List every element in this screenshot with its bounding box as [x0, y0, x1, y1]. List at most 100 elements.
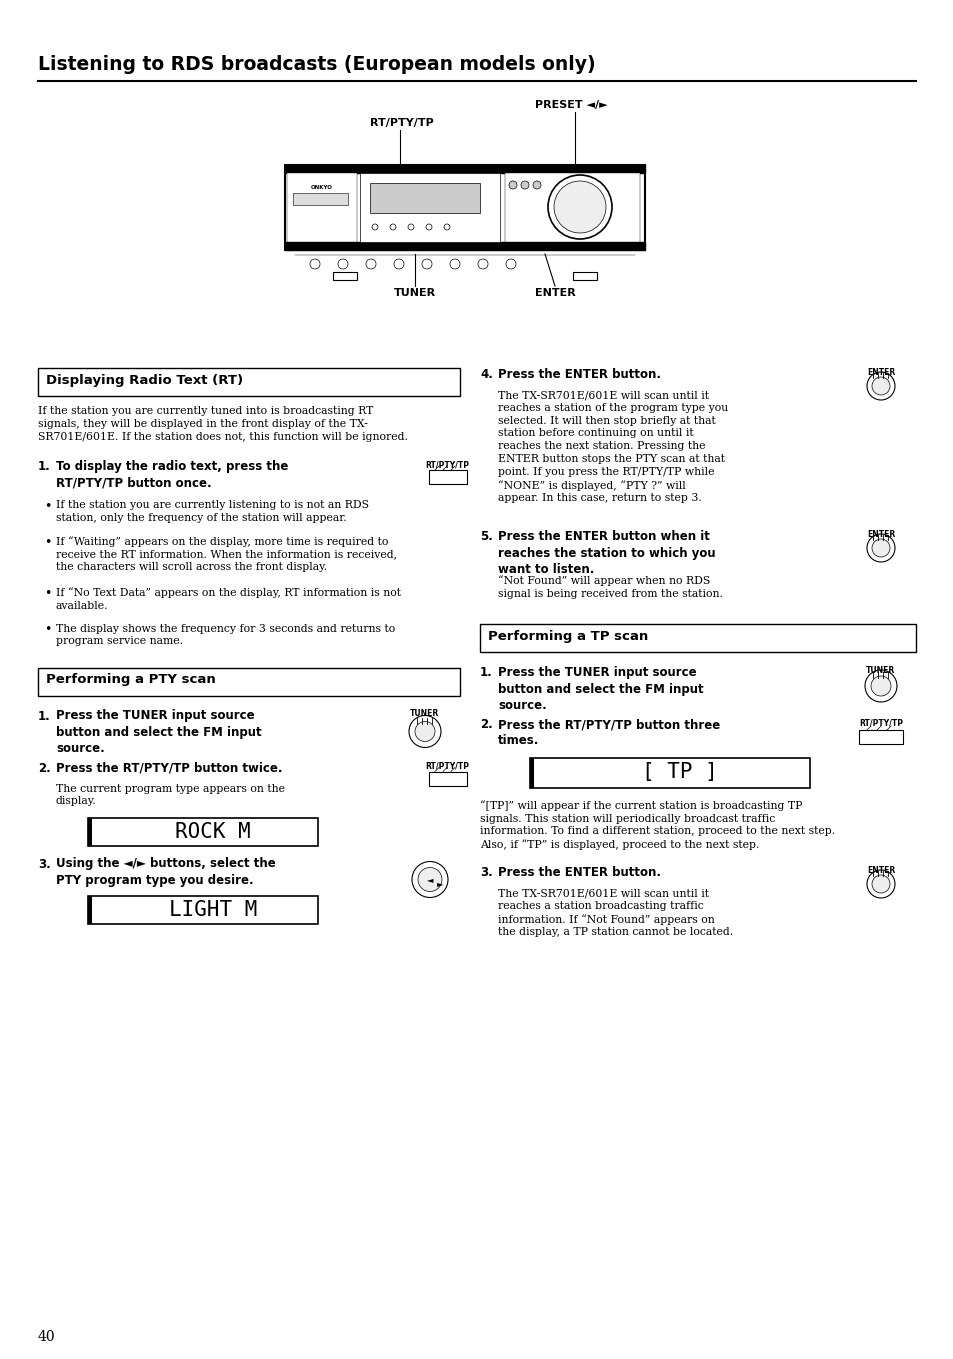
Text: 1.: 1.	[479, 666, 493, 680]
Text: PRESET ◄/►: PRESET ◄/►	[535, 101, 607, 110]
Bar	[370, 183, 479, 213]
Circle shape	[477, 260, 488, 269]
Text: “[TP]” will appear if the current station is broadcasting TP
signals. This stati: “[TP]” will appear if the current statio…	[479, 800, 834, 851]
Text: ENTER: ENTER	[534, 288, 575, 298]
Bar	[287, 173, 356, 242]
Circle shape	[390, 224, 395, 230]
Text: TUNER: TUNER	[394, 288, 436, 298]
Circle shape	[421, 260, 432, 269]
Circle shape	[310, 260, 319, 269]
Text: Listening to RDS broadcasts (European models only): Listening to RDS broadcasts (European mo…	[38, 54, 595, 73]
Text: If the station you are currently tuned into is broadcasting RT
signals, they wil: If the station you are currently tuned i…	[38, 406, 408, 442]
Text: Using the ◄/► buttons, select the
PTY program type you desire.: Using the ◄/► buttons, select the PTY pr…	[56, 858, 275, 887]
Text: •: •	[44, 624, 51, 636]
Text: If “No Text Data” appears on the display, RT information is not
available.: If “No Text Data” appears on the display…	[56, 587, 400, 612]
Text: 40: 40	[38, 1330, 55, 1344]
Bar	[504, 173, 639, 242]
Text: To display the radio text, press the
RT/PTY/TP button once.: To display the radio text, press the RT/…	[56, 459, 288, 489]
Text: Press the TUNER input source
button and select the FM input
source.: Press the TUNER input source button and …	[497, 666, 703, 712]
Text: 2.: 2.	[479, 718, 493, 731]
Bar	[38, 368, 459, 395]
Circle shape	[450, 260, 459, 269]
Bar	[293, 193, 348, 205]
Bar	[429, 470, 467, 484]
Text: 1.: 1.	[38, 459, 51, 473]
Text: Press the ENTER button.: Press the ENTER button.	[497, 368, 660, 381]
Text: Press the RT/PTY/TP button three
times.: Press the RT/PTY/TP button three times.	[497, 718, 720, 747]
Circle shape	[554, 181, 605, 232]
Text: If “Waiting” appears on the display, more time is required to
receive the RT inf: If “Waiting” appears on the display, mor…	[56, 535, 396, 572]
Circle shape	[864, 670, 896, 703]
Text: Displaying Radio Text (RT): Displaying Radio Text (RT)	[46, 374, 243, 387]
Circle shape	[366, 260, 375, 269]
Text: •: •	[44, 587, 51, 601]
Text: Press the TUNER input source
button and select the FM input
source.: Press the TUNER input source button and …	[56, 709, 261, 756]
Text: ENTER: ENTER	[866, 530, 894, 540]
Text: RT/PTY/TP: RT/PTY/TP	[424, 459, 469, 469]
Bar	[429, 772, 467, 786]
Text: If the station you are currently listening to is not an RDS
station, only the fr: If the station you are currently listeni…	[56, 500, 369, 523]
Circle shape	[866, 372, 894, 400]
Bar	[359, 173, 499, 242]
Text: RT/PTY/TP: RT/PTY/TP	[370, 118, 434, 128]
Text: 2.: 2.	[38, 761, 51, 775]
Text: The current program type appears on the
display.: The current program type appears on the …	[56, 784, 285, 806]
Circle shape	[409, 715, 440, 747]
Text: Performing a PTY scan: Performing a PTY scan	[46, 674, 215, 686]
Text: 3.: 3.	[479, 866, 493, 879]
Circle shape	[443, 224, 450, 230]
Text: ►: ►	[436, 879, 443, 889]
Circle shape	[417, 867, 441, 892]
Circle shape	[509, 181, 517, 189]
Bar	[858, 730, 902, 743]
Text: 4.: 4.	[479, 368, 493, 381]
Bar	[88, 896, 91, 924]
Text: The display shows the frequency for 3 seconds and returns to
program service nam: The display shows the frequency for 3 se…	[56, 624, 395, 647]
Text: [ TP ]: [ TP ]	[641, 762, 717, 781]
Bar	[88, 818, 317, 845]
Text: “Not Found” will appear when no RDS
signal is being received from the station.: “Not Found” will appear when no RDS sign…	[497, 575, 722, 598]
Circle shape	[871, 540, 889, 557]
Circle shape	[372, 224, 377, 230]
Circle shape	[337, 260, 348, 269]
Circle shape	[412, 862, 448, 897]
Circle shape	[866, 534, 894, 563]
Text: ONKYO: ONKYO	[311, 185, 333, 190]
Text: ROCK M: ROCK M	[175, 821, 251, 841]
Bar	[530, 758, 534, 788]
Text: TUNER: TUNER	[865, 666, 895, 675]
Text: LIGHT M: LIGHT M	[169, 900, 257, 920]
Text: Performing a TP scan: Performing a TP scan	[488, 631, 648, 643]
Bar	[88, 818, 91, 845]
Text: TUNER: TUNER	[410, 709, 439, 719]
Bar	[530, 758, 809, 788]
Text: Press the ENTER button when it
reaches the station to which you
want to listen.: Press the ENTER button when it reaches t…	[497, 530, 715, 576]
Bar	[88, 896, 317, 924]
Text: Press the ENTER button.: Press the ENTER button.	[497, 866, 660, 879]
Text: •: •	[44, 500, 51, 512]
Text: 3.: 3.	[38, 858, 51, 871]
Circle shape	[426, 224, 432, 230]
Text: ◄: ◄	[426, 875, 433, 885]
Text: ENTER: ENTER	[866, 368, 894, 376]
Circle shape	[415, 722, 435, 742]
Circle shape	[871, 376, 889, 395]
Text: The TX-SR701E/601E will scan until it
reaches a station broadcasting traffic
inf: The TX-SR701E/601E will scan until it re…	[497, 887, 732, 938]
Circle shape	[547, 175, 612, 239]
Bar	[38, 667, 459, 696]
Bar	[479, 624, 915, 652]
Bar	[285, 242, 644, 250]
Circle shape	[520, 181, 529, 189]
Text: ENTER: ENTER	[866, 866, 894, 875]
Text: 5.: 5.	[479, 530, 493, 544]
Text: •: •	[44, 535, 51, 549]
Bar	[285, 164, 644, 173]
Circle shape	[533, 181, 540, 189]
Bar	[573, 272, 597, 280]
Text: RT/PTY/TP: RT/PTY/TP	[858, 718, 902, 727]
Bar	[333, 272, 356, 280]
FancyBboxPatch shape	[285, 164, 644, 250]
Text: The TX-SR701E/601E will scan until it
reaches a station of the program type you
: The TX-SR701E/601E will scan until it re…	[497, 390, 727, 503]
Text: RT/PTY/TP: RT/PTY/TP	[424, 761, 469, 771]
Circle shape	[408, 224, 414, 230]
